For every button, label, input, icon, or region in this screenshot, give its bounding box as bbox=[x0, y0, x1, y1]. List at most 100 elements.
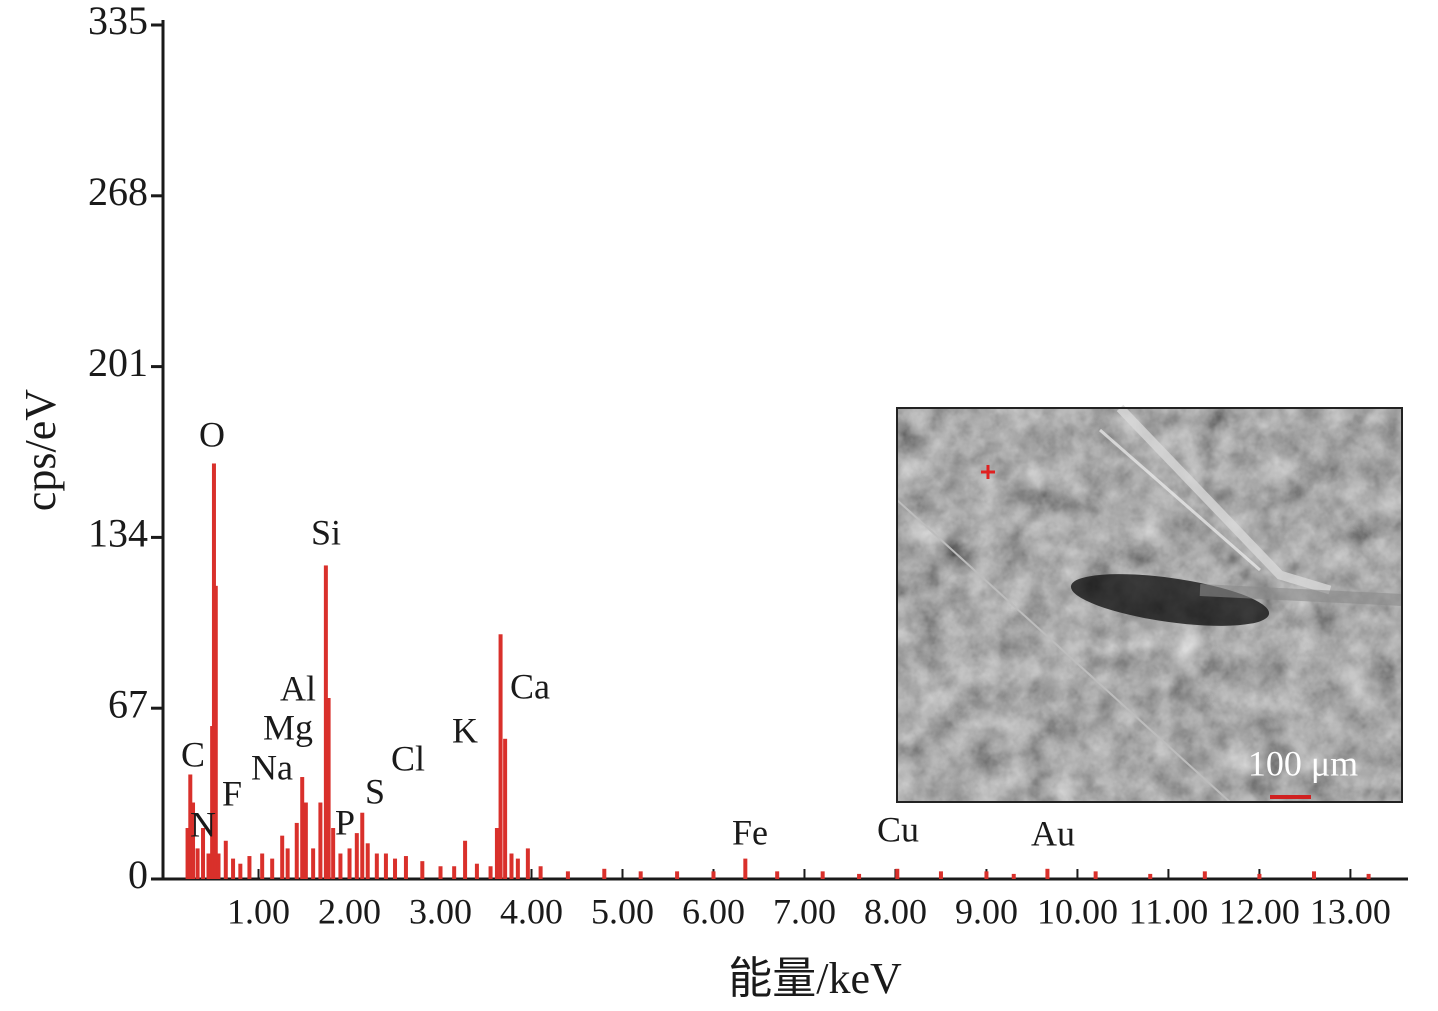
x-axis-title: 能量/keV bbox=[728, 954, 902, 1003]
spectrum-peak bbox=[331, 828, 336, 879]
spectrum-peak bbox=[360, 812, 365, 879]
scale-label: 100 μm bbox=[1248, 743, 1358, 783]
x-tick-label: 7.00 bbox=[773, 891, 836, 931]
spectrum-peak bbox=[223, 840, 228, 879]
spectrum-peak bbox=[323, 565, 328, 879]
spectrum-peak bbox=[338, 853, 343, 879]
x-tick-label: 8.00 bbox=[864, 891, 927, 931]
peak-label: C bbox=[181, 734, 205, 774]
x-tick-label: 13.00 bbox=[1310, 891, 1391, 931]
spectrum-peak bbox=[525, 848, 530, 879]
spectrum-peak bbox=[743, 858, 748, 879]
spectrum-peak bbox=[420, 861, 425, 879]
spectrum-peak bbox=[711, 871, 716, 879]
x-tick-label: 10.00 bbox=[1037, 891, 1118, 931]
spectrum-peak bbox=[509, 853, 514, 879]
spectrum-peak bbox=[191, 802, 196, 879]
peak-label: F bbox=[222, 773, 242, 813]
y-tick-label: 134 bbox=[88, 511, 148, 556]
spectrum-peak bbox=[895, 868, 900, 879]
spectrum-peak bbox=[488, 866, 493, 879]
x-tick-label: 11.00 bbox=[1129, 891, 1209, 931]
spectrum-peak bbox=[1312, 871, 1317, 879]
spectrum-peak bbox=[494, 828, 499, 879]
spectrum-peak bbox=[195, 848, 200, 879]
peak-label: O bbox=[199, 414, 225, 454]
peak-label: Cl bbox=[391, 738, 425, 778]
spectrum-peak bbox=[238, 863, 243, 879]
spectrum-peak bbox=[213, 585, 218, 879]
spectrum-peak bbox=[393, 858, 398, 879]
spectrum-peak bbox=[374, 853, 379, 879]
spectrum-peak bbox=[285, 848, 290, 879]
spectrum-peak bbox=[201, 828, 206, 879]
spectrum-peak bbox=[984, 871, 989, 879]
spectrum-peak bbox=[857, 873, 862, 879]
spectrum-peak bbox=[474, 863, 479, 879]
spectrum-peak bbox=[216, 853, 221, 879]
peak-label: Au bbox=[1031, 813, 1075, 853]
peak-label: Fe bbox=[732, 812, 768, 852]
spectrum-peak bbox=[1202, 871, 1207, 879]
peak-label: Mg bbox=[263, 707, 313, 747]
peak-label: P bbox=[335, 802, 355, 842]
x-tick-label: 6.00 bbox=[682, 891, 745, 931]
x-tick-label: 2.00 bbox=[318, 891, 381, 931]
spectrum-peak bbox=[383, 853, 388, 879]
spectrum-peak bbox=[1093, 871, 1098, 879]
spectrum-peak bbox=[820, 871, 825, 879]
peak-label: S bbox=[365, 771, 385, 811]
peak-label: Na bbox=[251, 747, 293, 787]
spectrum-peak bbox=[515, 858, 520, 879]
spectrum-peak bbox=[1148, 873, 1153, 879]
spectrum-peak bbox=[206, 853, 211, 879]
spectrum-peak bbox=[638, 871, 643, 879]
spectrum-peak bbox=[365, 843, 370, 879]
peak-label: Ca bbox=[510, 666, 550, 706]
spectrum-peak bbox=[403, 856, 408, 879]
spectrum-peak bbox=[311, 848, 316, 879]
spectrum-peak bbox=[675, 871, 680, 879]
sem-inset: 100 μm bbox=[896, 404, 1403, 803]
spectrum-peak bbox=[185, 828, 190, 879]
spectrum-peak bbox=[347, 848, 352, 879]
x-tick-label: 5.00 bbox=[591, 891, 654, 931]
spectrum-peak bbox=[260, 853, 265, 879]
peak-label: Cu bbox=[877, 809, 919, 849]
peak-label: Al bbox=[280, 668, 316, 708]
y-axis-title: cps/eV bbox=[16, 389, 65, 511]
spectrum-peak bbox=[303, 802, 308, 879]
spectrum-peak bbox=[463, 840, 468, 879]
spectrum-peak bbox=[326, 698, 331, 879]
spectrum-peak bbox=[1045, 868, 1050, 879]
spectrum-peak bbox=[300, 777, 305, 879]
peak-label: N bbox=[190, 804, 216, 844]
spectrum-peak bbox=[503, 738, 508, 879]
spectrum-peak bbox=[294, 822, 299, 879]
x-tick-label: 12.00 bbox=[1219, 891, 1300, 931]
spectrum-peak bbox=[354, 833, 359, 879]
spectrum-peak bbox=[1011, 873, 1016, 879]
y-tick-label: 268 bbox=[88, 169, 148, 214]
spectrum-peak bbox=[1366, 873, 1371, 879]
x-tick-label: 9.00 bbox=[955, 891, 1018, 931]
spectrum-peak bbox=[565, 871, 570, 879]
spectrum-peak bbox=[188, 774, 193, 879]
x-tick-label: 3.00 bbox=[409, 891, 472, 931]
y-tick-label: 0 bbox=[128, 852, 148, 897]
x-tick-label: 4.00 bbox=[500, 891, 563, 931]
x-tick-label: 1.00 bbox=[227, 891, 290, 931]
spectrum-peak bbox=[280, 835, 285, 879]
spectrum-peak bbox=[498, 634, 503, 879]
spectrum-peak bbox=[1257, 873, 1262, 879]
spectrum-peak bbox=[318, 802, 323, 879]
spectrum-peak bbox=[438, 866, 443, 879]
peak-label: Si bbox=[311, 512, 341, 552]
spectrum-peak bbox=[247, 856, 252, 879]
y-tick-label: 335 bbox=[88, 0, 148, 43]
spectrum-peak bbox=[452, 866, 457, 879]
spectrum-peak bbox=[270, 858, 275, 879]
y-tick-label: 67 bbox=[108, 681, 148, 726]
spectrum-peak bbox=[938, 871, 943, 879]
